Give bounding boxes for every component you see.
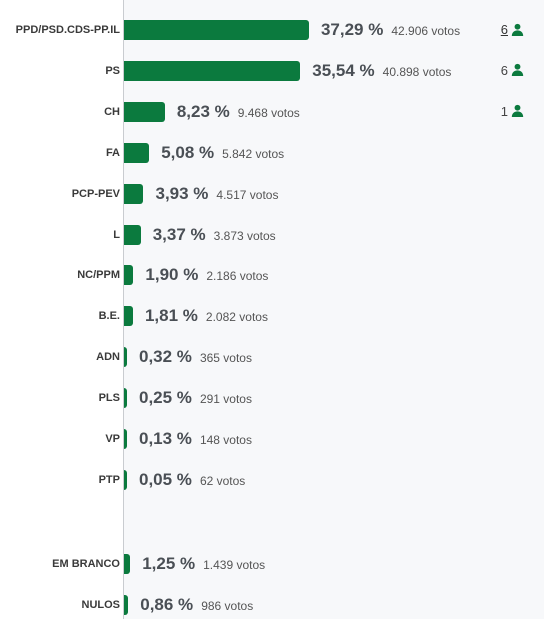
- seats-link[interactable]: 6: [500, 22, 508, 37]
- party-name: L: [113, 228, 120, 241]
- vote-count: 42.906 votos: [391, 24, 461, 38]
- result-values: 1,81 % 2.082 votos: [145, 301, 268, 331]
- vote-percentage: 1,90 %: [145, 265, 199, 285]
- party-name: ADN: [96, 351, 120, 364]
- vote-count: 9.468 votos: [237, 105, 300, 120]
- vote-percentage: 35,54 %: [312, 60, 375, 80]
- party-name: PTP: [98, 473, 120, 486]
- party-row: CH 8,23 % 9.468 votos 1: [0, 97, 544, 127]
- party-name: VP: [105, 433, 120, 445]
- party-row: ADN 0,32 % 365 votos: [0, 342, 544, 372]
- party-name: PS: [105, 64, 120, 77]
- vote-share-bar: [124, 183, 144, 204]
- vote-share-bar: [124, 594, 129, 615]
- vote-share-bar: [124, 20, 309, 40]
- party-name: FA: [105, 146, 120, 159]
- party-row: PTP 0,05 % 62 votos: [0, 465, 544, 495]
- party-name: B.E.: [98, 310, 120, 323]
- result-values: 0,25 % 291 votos: [139, 383, 252, 413]
- vote-share-bar: [124, 265, 134, 286]
- result-values: 0,13 % 148 votos: [139, 424, 252, 454]
- party-row: PLS 0,25 % 291 votos: [0, 383, 544, 413]
- vote-count: 291 votos: [199, 392, 252, 407]
- person-icon: [511, 23, 524, 36]
- vote-count: 5.842 votos: [222, 146, 285, 161]
- seats-number: 6: [500, 62, 508, 78]
- vote-percentage: 0,25 %: [139, 388, 192, 408]
- party-name: CH: [104, 105, 120, 118]
- party-row: VP 0,13 % 148 votos: [0, 424, 544, 454]
- party-row: B.E. 1,81 % 2.082 votos: [0, 301, 544, 331]
- vote-count: 2.082 votos: [205, 310, 268, 325]
- vote-share-bar: [124, 429, 127, 449]
- vote-count: 3.873 votos: [213, 228, 276, 243]
- result-values: 0,32 % 365 votos: [139, 342, 252, 372]
- party-name: PLS: [98, 392, 120, 405]
- party-name: EM BRANCO: [52, 558, 120, 570]
- vote-percentage: 0,05 %: [139, 469, 192, 489]
- party-row: L 3,37 % 3.873 votos: [0, 220, 544, 250]
- vote-percentage: 0,32 %: [139, 347, 192, 367]
- result-values: 1,25 % 1.439 votos: [142, 549, 265, 579]
- party-row: PCP-PEV 3,93 % 4.517 votos: [0, 179, 544, 209]
- vote-share-bar: [124, 60, 301, 81]
- vote-percentage: 0,13 %: [139, 429, 192, 448]
- vote-count: 1.439 votos: [203, 558, 266, 572]
- party-row: NC/PPM 1,90 % 2.186 votos: [0, 260, 544, 290]
- seats-count: 6: [501, 56, 524, 86]
- party-row: PS 35,54 % 40.898 votos 6: [0, 56, 544, 86]
- vote-count: 148 votos: [199, 433, 252, 447]
- result-values: 8,23 % 9.468 votos: [177, 97, 300, 127]
- seats-count: 1: [501, 97, 524, 127]
- vote-count: 986 votos: [201, 598, 254, 613]
- party-name: PPD/PSD.CDS-PP.IL: [15, 24, 120, 36]
- party-name: PCP-PEV: [71, 187, 120, 200]
- result-values: 0,05 % 62 votos: [139, 465, 245, 495]
- party-row: PPD/PSD.CDS-PP.IL 37,29 % 42.906 votos 6: [0, 15, 544, 45]
- chart-axis: [123, 0, 124, 619]
- vote-percentage: 1,25 %: [142, 554, 196, 573]
- vote-percentage: 3,37 %: [152, 224, 206, 244]
- vote-count: 2.186 votos: [206, 269, 269, 284]
- seats-count[interactable]: 6: [501, 15, 524, 45]
- vote-share-bar: [124, 347, 127, 368]
- vote-count: 365 votos: [199, 351, 252, 366]
- vote-share-bar: [124, 101, 165, 122]
- results-area: [124, 0, 544, 619]
- vote-share-bar: [124, 388, 127, 409]
- vote-percentage: 8,23 %: [176, 101, 230, 121]
- vote-share-bar: [124, 306, 133, 327]
- result-values: 37,29 % 42.906 votos: [321, 15, 460, 45]
- result-values: 1,90 % 2.186 votos: [145, 260, 268, 290]
- vote-percentage: 0,86 %: [140, 594, 194, 614]
- vote-count: 40.898 votos: [382, 64, 452, 79]
- party-row: FA 5,08 % 5.842 votos: [0, 138, 544, 168]
- vote-share-bar: [124, 224, 141, 245]
- result-values: 35,54 % 40.898 votos: [312, 56, 451, 86]
- vote-share-bar: [124, 142, 150, 163]
- vote-share-bar: [124, 554, 131, 574]
- party-name: NC/PPM: [77, 269, 120, 282]
- result-values: 3,93 % 4.517 votos: [155, 179, 278, 209]
- vote-count: 4.517 votos: [216, 187, 279, 202]
- vote-percentage: 37,29 %: [320, 20, 384, 39]
- vote-count: 62 votos: [199, 473, 246, 488]
- vote-percentage: 5,08 %: [161, 142, 215, 162]
- party-row: NULOS 0,86 % 986 votos: [0, 590, 544, 620]
- result-values: 5,08 % 5.842 votos: [161, 138, 284, 168]
- vote-share-bar: [124, 469, 127, 490]
- vote-percentage: 3,93 %: [155, 183, 209, 203]
- party-row: EM BRANCO 1,25 % 1.439 votos: [0, 549, 544, 579]
- result-values: 3,37 % 3.873 votos: [153, 220, 276, 250]
- party-name: NULOS: [81, 598, 121, 611]
- vote-percentage: 1,81 %: [144, 306, 198, 326]
- seats-number: 1: [500, 103, 508, 119]
- person-icon: [511, 64, 524, 77]
- result-values: 0,86 % 986 votos: [140, 590, 253, 620]
- person-icon: [511, 105, 524, 118]
